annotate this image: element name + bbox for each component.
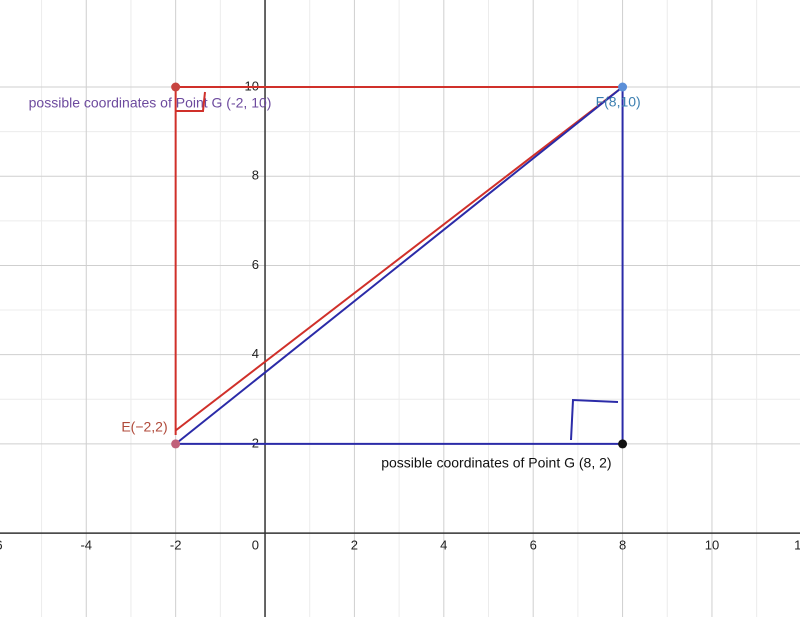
- x-tick-label: -2: [170, 538, 182, 553]
- x-tick-label: 8: [619, 538, 626, 553]
- point-label: F(8,10): [596, 94, 641, 110]
- x-tick-label: 12: [794, 538, 800, 553]
- y-tick-label: 2: [252, 435, 259, 450]
- point: [171, 82, 181, 92]
- x-tick-label: -4: [80, 538, 92, 553]
- point-label: possible coordinates of Point G (-2, 10): [29, 95, 272, 111]
- point-label: possible coordinates of Point G (8, 2): [381, 455, 611, 471]
- drawn-line: [174, 85, 624, 435]
- x-tick-label: -6: [0, 538, 3, 553]
- x-tick-label: 0: [252, 538, 259, 553]
- x-tick-label: 4: [440, 538, 447, 553]
- y-tick-label: 10: [245, 78, 259, 93]
- point-label: E(−2,2): [121, 419, 167, 435]
- y-tick-label: 8: [252, 168, 259, 183]
- point: [618, 82, 628, 92]
- x-tick-label: 6: [530, 538, 537, 553]
- y-tick-label: -2: [247, 614, 259, 617]
- drawn-line: [175, 85, 624, 445]
- right-angle-mark: [175, 91, 206, 112]
- right-angle-mark: [570, 398, 619, 441]
- marks: E(−2,2) F(8,10) possible coordinates of Po…: [29, 82, 641, 471]
- x-tick-label: 2: [351, 538, 358, 553]
- y-tick-label: 4: [252, 346, 259, 361]
- point: [618, 439, 628, 449]
- point: [171, 439, 181, 449]
- x-tick-label: 10: [705, 538, 719, 553]
- y-tick-label: 6: [252, 257, 259, 272]
